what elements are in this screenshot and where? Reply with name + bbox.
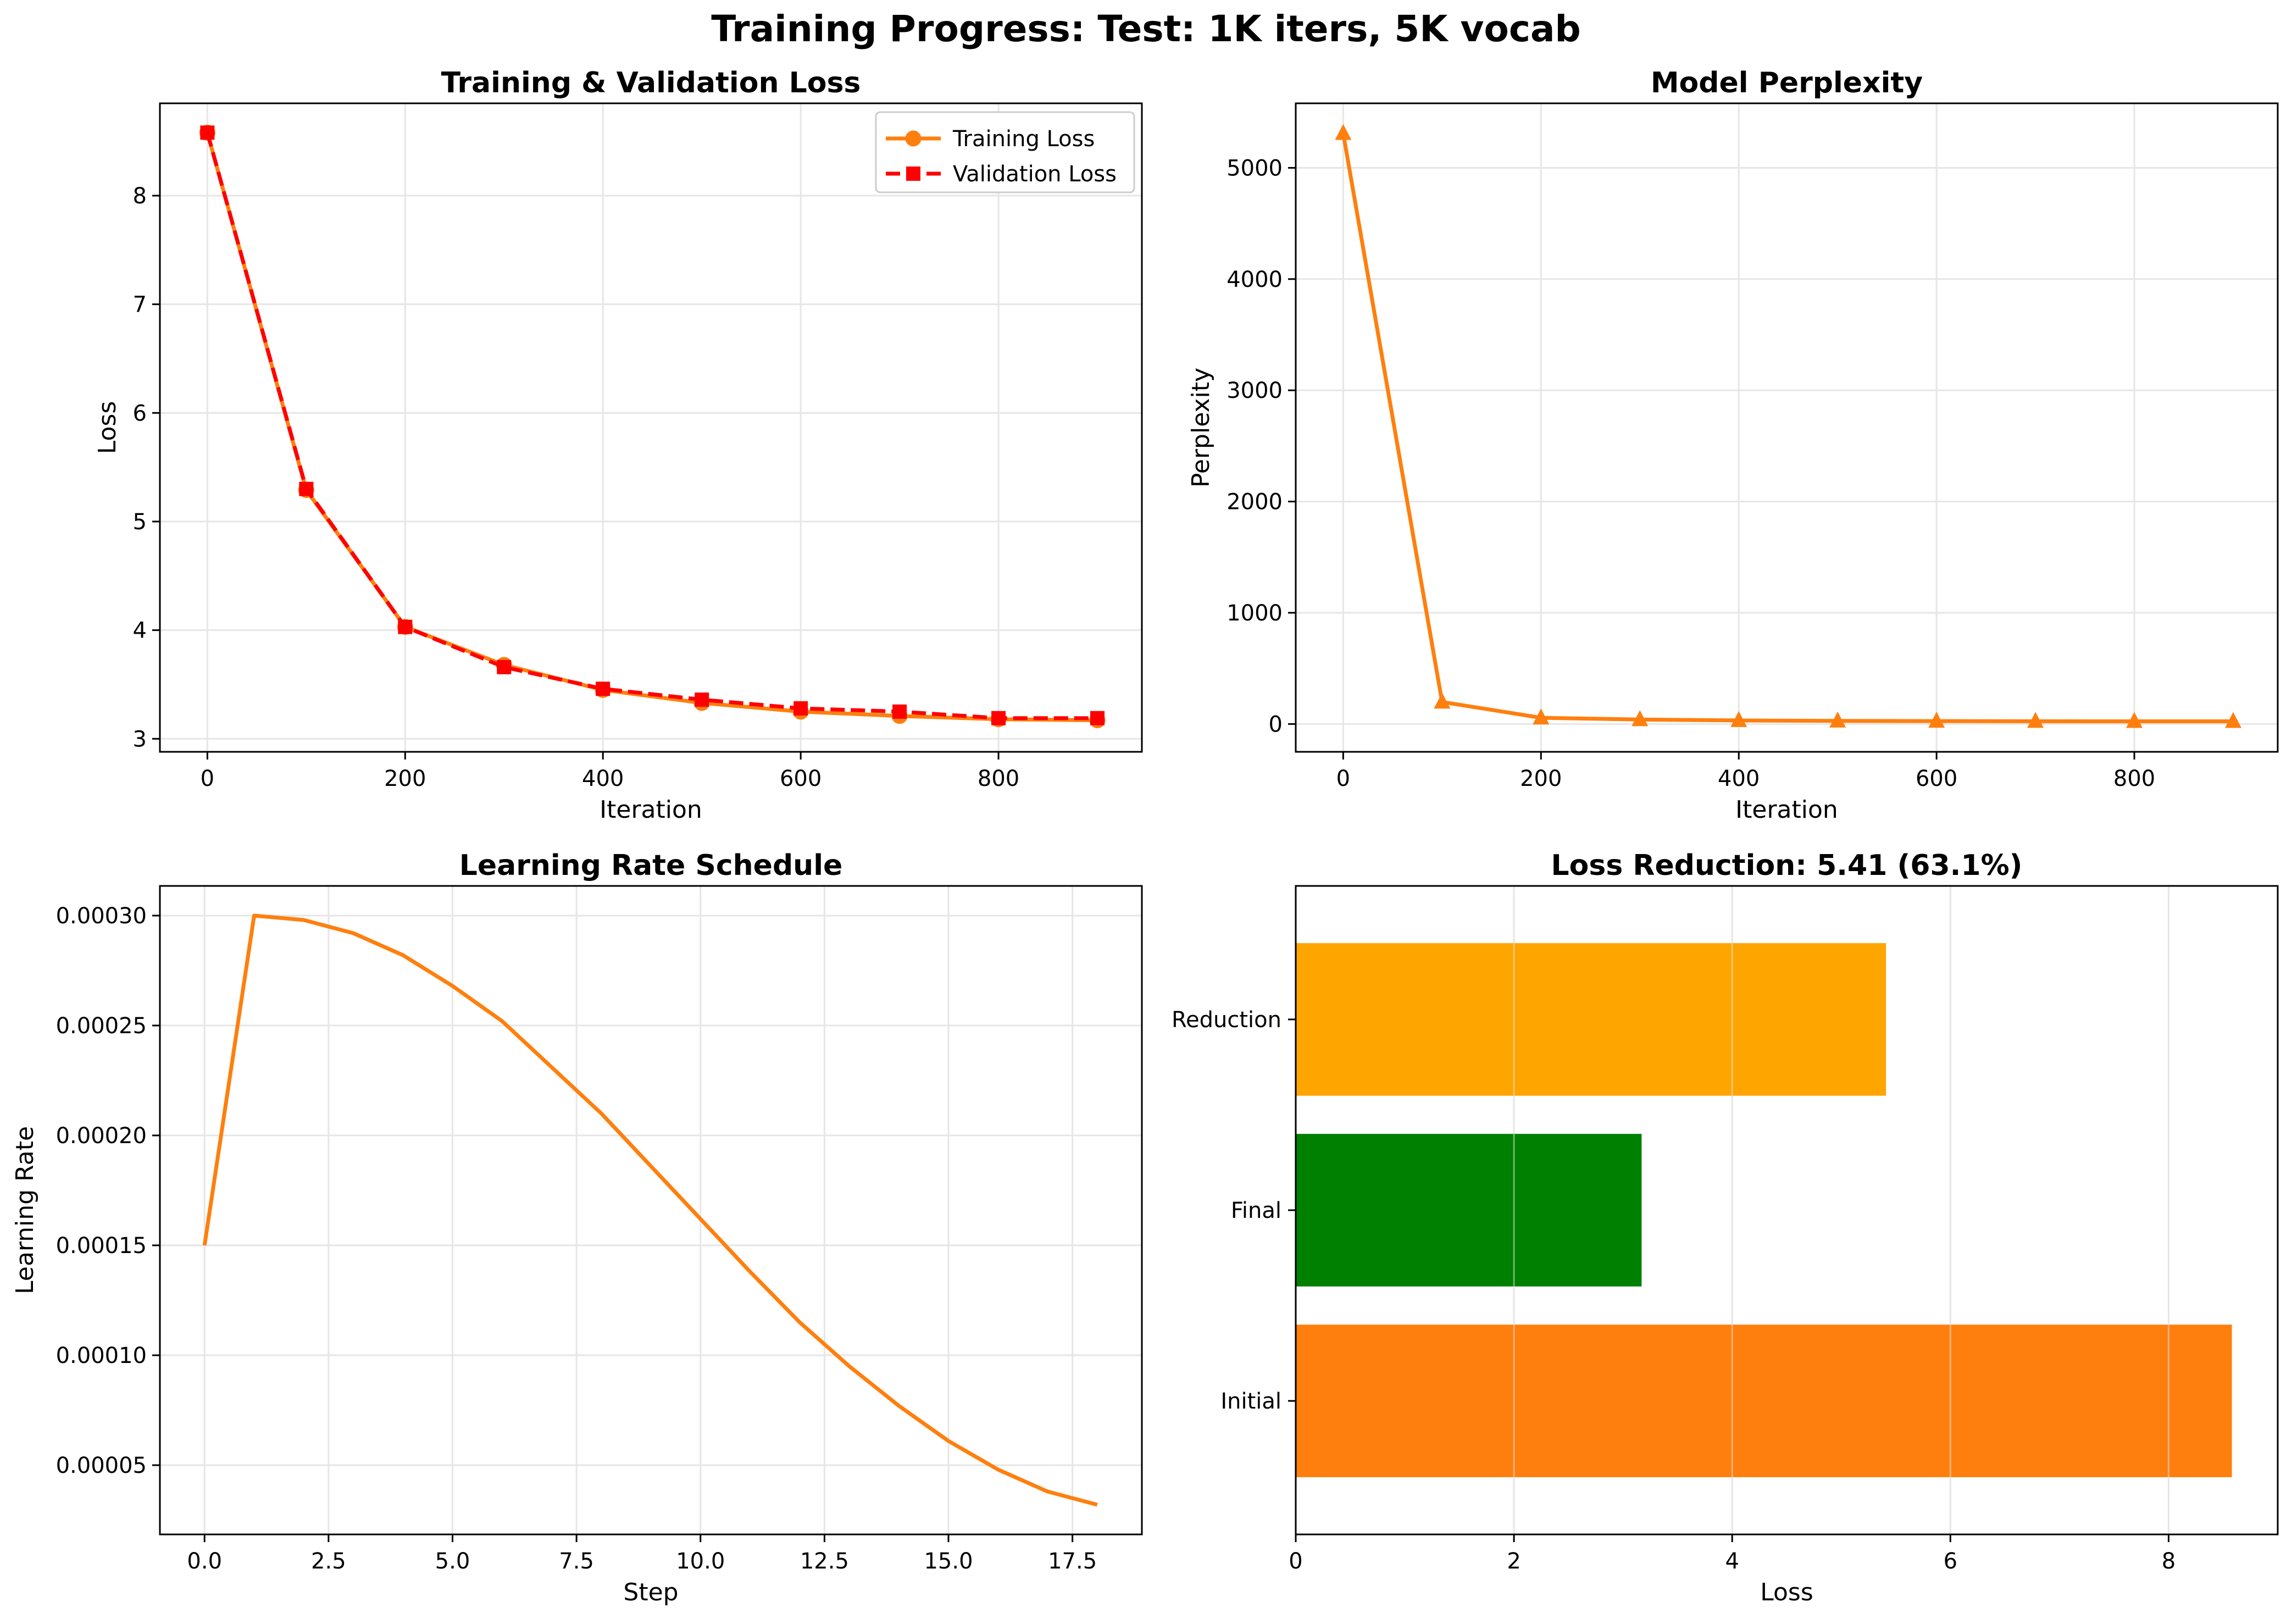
lr-x-axis-label: Step xyxy=(623,1578,678,1606)
reduction-xtick-label: 4 xyxy=(1725,1549,1739,1574)
reduction-category-label: Reduction xyxy=(1172,1007,1281,1033)
loss-data-point xyxy=(497,659,512,674)
perplexity-xtick-label: 200 xyxy=(1520,766,1562,791)
perplexity-xtick-label: 800 xyxy=(2113,766,2155,791)
reduction-chart-title: Loss Reduction: 5.41 (63.1%) xyxy=(1551,849,2023,882)
figure-title: Training Progress: Test: 1K iters, 5K vo… xyxy=(711,8,1581,50)
perplexity-data-point xyxy=(1829,711,1846,728)
perplexity-ytick-label: 4000 xyxy=(1227,267,1283,292)
perplexity-series-line-0 xyxy=(1341,133,2234,724)
loss-chart: 0 200 400 600 800 3 4 5 6 7 8 Training & Validation… xyxy=(93,66,1143,824)
loss-legend: Training Loss Validation Loss xyxy=(875,111,1135,193)
legend-marker-0 xyxy=(905,130,922,147)
legend-marker-1 xyxy=(906,167,920,181)
perplexity-x-axis-label: Iteration xyxy=(1735,796,1838,824)
perplexity-axes-frame xyxy=(1295,102,2279,753)
lr-ytick-label: 0.00025 xyxy=(56,1013,147,1039)
loss-series-line-1 xyxy=(206,132,1098,720)
lr-axes-frame xyxy=(159,885,1143,1536)
loss-x-axis-label: Iteration xyxy=(600,796,702,824)
perplexity-data-point xyxy=(2126,712,2143,728)
loss-ytick-label: 5 xyxy=(133,509,147,535)
lr-ytick-label: 0.00005 xyxy=(56,1453,147,1478)
reduction-bar-reduction xyxy=(1296,943,1886,1096)
lr-ytick-label: 0.00010 xyxy=(56,1343,147,1368)
loss-ytick-label: 6 xyxy=(133,401,147,426)
perplexity-data-point xyxy=(2027,712,2044,728)
lr-xtick-label: 5.0 xyxy=(435,1549,470,1574)
legend-label-1: Validation Loss xyxy=(953,162,1117,187)
perplexity-data-point xyxy=(1335,124,1352,140)
reduction-axes-frame xyxy=(1295,885,2279,1536)
lr-chart: 0.0 2.5 5.0 7.5 10.0 12.5 15.0 17.5 0.00005 0.000… xyxy=(11,849,1143,1606)
reduction-xtick-label: 2 xyxy=(1507,1549,1520,1574)
perplexity-data-point xyxy=(1928,712,1945,728)
loss-ytick-label: 7 xyxy=(133,292,147,318)
perplexity-xtick-label: 600 xyxy=(1916,766,1957,791)
loss-data-point xyxy=(991,711,1006,725)
loss-ytick-label: 3 xyxy=(133,727,147,752)
reduction-chart: Initial Final Reduction 0 2 4 6 8 Loss Reduction… xyxy=(1172,849,2279,1606)
perplexity-xtick-label: 0 xyxy=(1336,766,1350,791)
loss-data-point xyxy=(892,704,907,719)
lr-xtick-label: 2.5 xyxy=(311,1549,346,1574)
perplexity-ytick-label: 5000 xyxy=(1227,156,1283,181)
reduction-category-label: Final xyxy=(1231,1198,1281,1223)
loss-data-point xyxy=(793,701,808,716)
loss-data-point xyxy=(398,619,413,634)
perplexity-chart-title: Model Perplexity xyxy=(1651,66,1923,99)
perplexity-ytick-label: 2000 xyxy=(1227,490,1283,515)
reduction-xtick-label: 8 xyxy=(2162,1549,2176,1574)
reduction-bar-final xyxy=(1296,1134,1642,1287)
lr-xtick-label: 15.0 xyxy=(924,1549,973,1574)
loss-xtick-label: 600 xyxy=(780,766,822,791)
lr-xtick-label: 12.5 xyxy=(800,1549,849,1574)
loss-axes-frame xyxy=(159,102,1143,753)
lr-ytick-label: 0.00015 xyxy=(56,1233,147,1259)
loss-xtick-label: 0 xyxy=(201,766,214,791)
loss-series-line-0 xyxy=(206,132,1098,723)
loss-xtick-label: 800 xyxy=(978,766,1019,791)
reduction-x-axis-label: Loss xyxy=(1760,1578,1813,1606)
perplexity-y-axis-label: Perplexity xyxy=(1187,368,1215,487)
reduction-xtick-label: 6 xyxy=(1944,1549,1957,1574)
perplexity-ytick-label: 0 xyxy=(1269,712,1283,737)
loss-data-point xyxy=(695,692,709,707)
reduction-bar-initial xyxy=(1296,1324,2232,1477)
perplexity-data-point xyxy=(1631,710,1649,727)
loss-xtick-label: 200 xyxy=(384,766,426,791)
perplexity-ytick-label: 3000 xyxy=(1227,378,1283,403)
perplexity-data-point xyxy=(2225,712,2242,728)
reduction-xtick-label: 0 xyxy=(1289,1549,1302,1574)
lr-xtick-label: 17.5 xyxy=(1048,1549,1097,1574)
loss-ytick-label: 8 xyxy=(133,184,147,209)
loss-data-point xyxy=(299,481,314,496)
lr-chart-title: Learning Rate Schedule xyxy=(459,849,843,882)
loss-xtick-label: 400 xyxy=(582,766,624,791)
loss-chart-title: Training & Validation Loss xyxy=(441,66,861,99)
lr-xtick-label: 7.5 xyxy=(559,1549,594,1574)
perplexity-chart: 0 200 400 600 800 0 1000 2000 3000 4000 5000 Model … xyxy=(1187,66,2279,824)
perplexity-data-point xyxy=(1434,692,1451,709)
perplexity-xtick-label: 400 xyxy=(1718,766,1760,791)
perplexity-data-point xyxy=(1533,708,1550,725)
loss-data-point xyxy=(596,681,611,696)
loss-data-point xyxy=(1090,711,1105,725)
loss-ytick-label: 4 xyxy=(133,618,147,644)
lr-ytick-label: 0.00020 xyxy=(56,1123,147,1149)
lr-xtick-label: 0.0 xyxy=(187,1549,222,1574)
lr-ytick-label: 0.00030 xyxy=(56,904,147,929)
loss-data-point xyxy=(200,125,215,140)
perplexity-ytick-label: 1000 xyxy=(1227,601,1283,626)
lr-series-line-0 xyxy=(202,913,1098,1507)
reduction-category-label: Initial xyxy=(1220,1389,1281,1414)
legend-label-0: Training Loss xyxy=(952,126,1095,152)
perplexity-data-point xyxy=(1730,711,1747,727)
lr-y-axis-label: Learning Rate xyxy=(11,1126,39,1294)
loss-y-axis-label: Loss xyxy=(93,401,121,455)
lr-xtick-label: 10.0 xyxy=(676,1549,725,1574)
